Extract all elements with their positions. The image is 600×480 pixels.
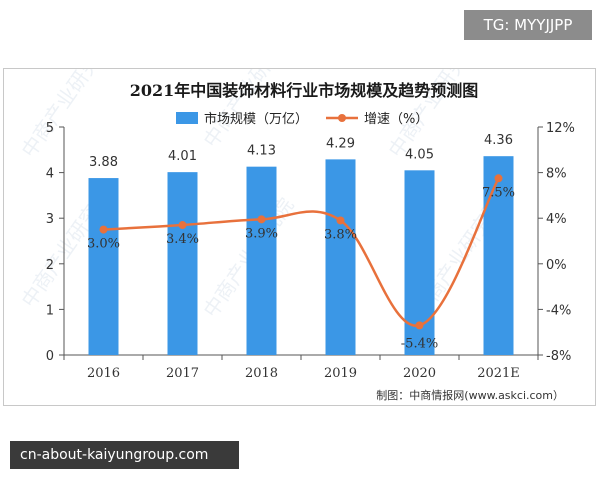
y-left-tick-label: 2 [46, 258, 54, 273]
y-right-tick-label: 8% [546, 167, 567, 182]
line-value-label: -5.4% [401, 336, 438, 351]
bar [325, 159, 356, 355]
x-tick-label: 2016 [87, 366, 120, 381]
line-value-label: 3.8% [324, 227, 357, 242]
bar-value-label: 4.05 [405, 147, 434, 162]
y-left-tick-label: 1 [46, 303, 54, 318]
bar-series [88, 156, 514, 355]
y-left-tick-label: 5 [46, 121, 54, 136]
y-left-tick-label: 4 [46, 167, 54, 182]
bar-value-label: 4.13 [247, 144, 276, 159]
line-point [178, 221, 187, 230]
line-value-label: 7.5% [482, 185, 515, 200]
legend-bar-swatch [176, 112, 198, 124]
tg-badge: TG: MYYJJPP [464, 10, 592, 40]
line-point [336, 216, 345, 225]
legend-bar-label: 市场规模（万亿） [204, 111, 308, 127]
line-point [99, 225, 108, 234]
chart-axes: 0 1 2 3 4 5 -8% -4% 0% 4% 8% 12% [46, 121, 575, 364]
site-badge: cn-about-kaiyungroup.com [10, 441, 239, 469]
line-point [257, 215, 266, 224]
bar [88, 178, 119, 355]
line-value-labels: 3.0% 3.4% 3.9% 3.8% -5.4% 7.5% [87, 185, 515, 351]
x-tick-labels: 2016 2017 2018 2019 2020 2021E [87, 366, 520, 381]
source-note: 制图：中商情报网(www.askci.com） [376, 388, 564, 402]
y-right-tick-label: -8% [546, 349, 571, 364]
y-right-tick-label: 12% [546, 121, 575, 136]
y-right-tick-label: -4% [546, 303, 571, 318]
y-right-tick-label: 4% [546, 212, 567, 227]
x-tick-label: 2018 [245, 366, 278, 381]
chart-frame: 中商产业研究院中商产业研究院中商产业研究院中商产业研究院中商产业研究院中商产业研… [3, 68, 596, 406]
bar-value-labels: 3.88 4.01 4.13 4.29 4.05 4.36 [89, 133, 513, 170]
line-value-label: 3.9% [245, 226, 278, 241]
bar-value-label: 4.29 [326, 136, 355, 151]
line-series [99, 174, 503, 330]
watermark-text: 中商产业研究院 [16, 69, 116, 162]
legend-line-marker [338, 114, 346, 122]
line-value-label: 3.0% [87, 237, 120, 252]
chart-canvas: 中商产业研究院中商产业研究院中商产业研究院中商产业研究院中商产业研究院中商产业研… [16, 69, 575, 402]
x-tick-label: 2017 [166, 366, 199, 381]
line-value-label: 3.4% [166, 232, 199, 247]
bar-value-label: 4.36 [484, 133, 513, 148]
chart-legend: 市场规模（万亿） 增速（%） [176, 111, 428, 127]
line-point [415, 321, 424, 330]
bar-value-label: 4.01 [168, 149, 197, 164]
bar [167, 172, 198, 355]
line-point [494, 174, 503, 183]
y-left-tick-label: 0 [46, 349, 54, 364]
y-left-tick-label: 3 [46, 212, 54, 227]
legend-line-label: 增速（%） [364, 112, 428, 127]
x-tick-label: 2020 [403, 366, 436, 381]
chart-title: 2021年中国装饰材料行业市场规模及趋势预测图 [130, 81, 479, 100]
bar [246, 166, 277, 355]
bar-value-label: 3.88 [89, 155, 118, 170]
x-tick-label: 2019 [324, 366, 357, 381]
y-right-tick-label: 0% [546, 258, 567, 273]
x-tick-label: 2021E [477, 366, 520, 381]
bar [483, 156, 514, 355]
